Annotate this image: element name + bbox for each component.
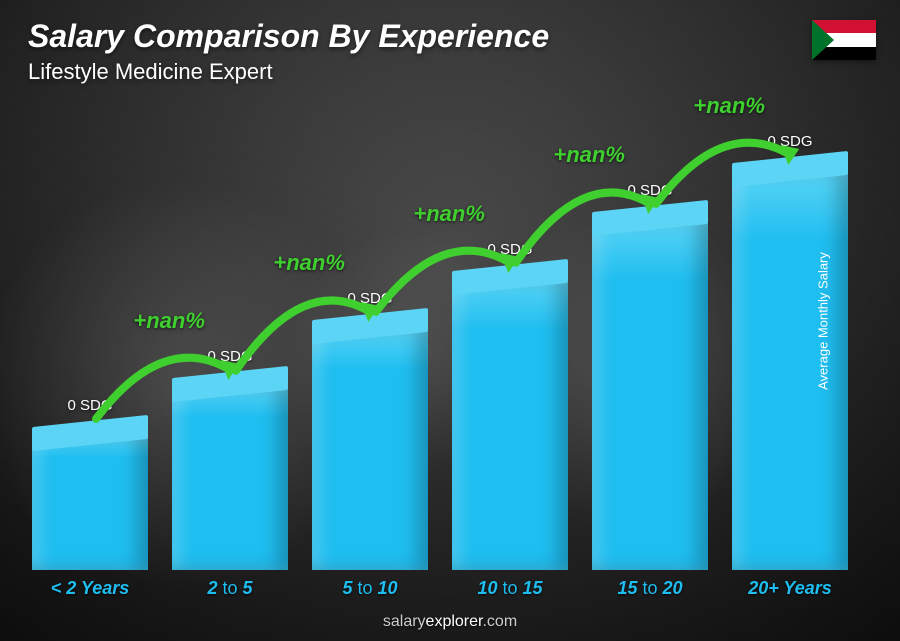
pct-change: +nan% (133, 308, 205, 334)
bar-label: 10 to 15 (477, 578, 542, 599)
brand-suffix: explorer (426, 613, 483, 630)
bar-label: < 2 Years (51, 578, 130, 599)
bar-label: 2 to 5 (207, 578, 252, 599)
footer: salaryexplorer.com (0, 613, 900, 631)
brand-text: salaryexplorer.com (383, 613, 517, 630)
bar-label: 15 to 20 (617, 578, 682, 599)
header: Salary Comparison By Experience Lifestyl… (28, 18, 549, 85)
chart-subtitle: Lifestyle Medicine Expert (28, 59, 549, 85)
flag-triangle (812, 20, 834, 60)
chart-title: Salary Comparison By Experience (28, 18, 549, 55)
country-flag (812, 20, 876, 60)
bar-label: 20+ Years (748, 578, 832, 599)
bar: 0 SDG (32, 433, 148, 570)
bar: 0 SDG (732, 169, 848, 570)
bar-chart: 0 SDG< 2 Years0 SDG2 to 50 SDG5 to 100 S… (24, 110, 856, 599)
brand-tld: .com (482, 613, 517, 630)
brand-prefix: salary (383, 613, 426, 630)
pct-change: +nan% (553, 142, 625, 168)
pct-change: +nan% (413, 201, 485, 227)
pct-change: +nan% (693, 93, 765, 119)
y-axis-label: Average Monthly Salary (816, 252, 831, 390)
pct-change: +nan% (273, 250, 345, 276)
bar-label: 5 to 10 (342, 578, 397, 599)
